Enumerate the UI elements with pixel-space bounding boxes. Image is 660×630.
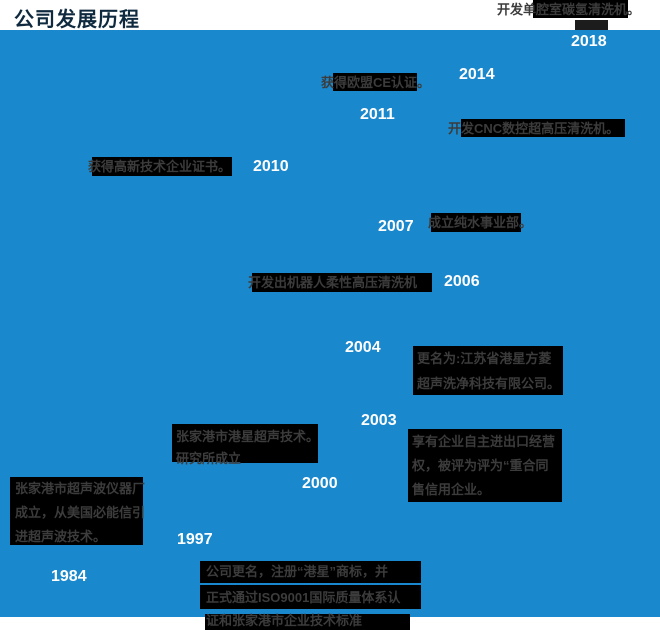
milestone-text: 享有企业自主进出口经营	[412, 434, 556, 449]
milestone-text: 更名为:江苏省港星方菱	[417, 351, 552, 366]
page-title: 公司发展历程	[14, 9, 140, 31]
milestone-text: 研究所成立	[176, 451, 242, 466]
year-label-2014: 2014	[459, 66, 495, 83]
milestone-box	[413, 346, 563, 395]
year-label-1984: 1984	[51, 568, 87, 585]
milestone-box	[461, 119, 625, 137]
year-label-2010: 2010	[253, 158, 289, 175]
milestone-box	[252, 273, 432, 292]
milestone-box	[200, 585, 421, 609]
milestone-box	[408, 429, 562, 502]
milestone-box	[172, 424, 318, 462]
milestone-box	[533, 0, 628, 18]
year-label-2003: 2003	[361, 412, 397, 429]
milestone-box	[333, 73, 417, 91]
connector-tab	[575, 20, 608, 30]
milestone-text: 开发单腔室碳氢清洗机。	[497, 2, 641, 17]
milestone-text: 超声洗净科技有限公司。	[417, 376, 561, 391]
year-label-1997: 1997	[177, 531, 213, 548]
year-label-2006: 2006	[444, 273, 480, 290]
milestone-text: 公司更名，注册“港星”商标，并	[206, 564, 389, 579]
milestone-text: 获得高新技术企业证书。	[88, 159, 232, 174]
connector-line	[240, 458, 318, 463]
milestone-text: 证和张家港市企业技术标准	[206, 613, 363, 628]
milestone-text: 获得欧盟CE认证。	[321, 75, 431, 90]
year-label-2018: 2018	[571, 33, 607, 50]
milestone-text: 张家港市港星超声技术。	[176, 429, 320, 444]
milestone-box	[10, 477, 143, 545]
year-label-2007: 2007	[378, 218, 414, 235]
milestone-text: 进超声波技术。	[15, 529, 107, 544]
year-label-2011: 2011	[360, 106, 395, 123]
milestone-text: 开发出机器人柔性高压清洗机	[248, 275, 418, 290]
milestone-box	[200, 561, 421, 583]
milestone-text: 开发CNC数控超高压清洗机。	[448, 121, 620, 136]
milestone-text: 成立，从美国必能信引	[15, 505, 146, 520]
milestone-text: 售信用企业。	[412, 482, 491, 497]
milestone-text: 正式通过ISO9001国际质量体系认	[206, 590, 401, 605]
year-label-2000: 2000	[302, 475, 338, 492]
milestone-box	[205, 614, 410, 630]
year-label-2004: 2004	[345, 339, 381, 356]
milestone-text: 权，被评为评为“重合同	[412, 458, 549, 473]
milestone-box	[92, 157, 232, 176]
milestone-text: 成立纯水事业部。	[428, 215, 533, 230]
milestone-box	[431, 213, 521, 232]
milestone-text: 张家港市超声波仪器厂	[15, 481, 146, 496]
